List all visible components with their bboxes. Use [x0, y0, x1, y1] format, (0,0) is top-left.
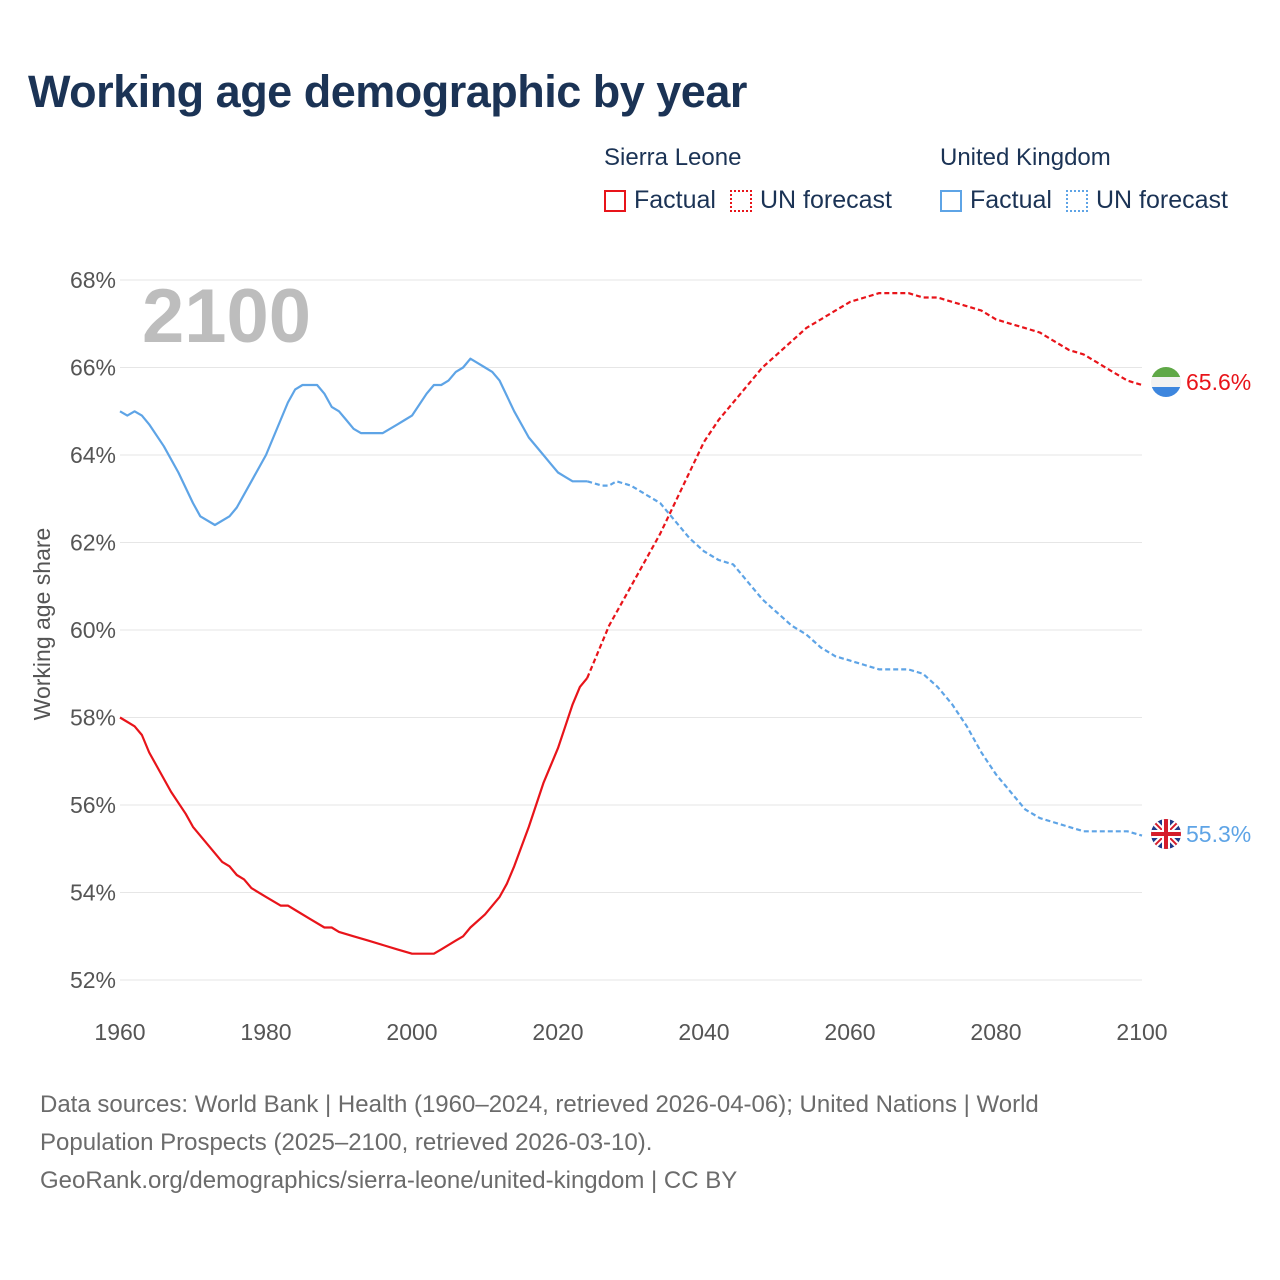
series	[119, 292, 1143, 955]
x-tick-label: 1960	[94, 1019, 145, 1045]
legend-label: UN forecast	[759, 186, 892, 214]
x-tick-label: 2060	[824, 1019, 875, 1045]
y-tick-label: 52%	[70, 967, 116, 993]
united-kingdom-factual-line	[119, 357, 588, 527]
legend-label: Factual	[970, 186, 1052, 214]
united-kingdom-forecast-line	[586, 480, 1143, 837]
y-tick-label: 60%	[70, 617, 116, 643]
x-tick-label: 2000	[386, 1019, 437, 1045]
legend-country-united-kingdom: United Kingdom	[940, 144, 1111, 171]
sierra-leone-flag-icon	[1151, 367, 1181, 397]
x-tick-label: 2100	[1116, 1019, 1167, 1045]
solid-line-swatch-icon	[604, 189, 626, 212]
y-tick-label: 58%	[70, 705, 116, 731]
legend-united-kingdom: United Kingdom Factual UN forecast	[940, 144, 1228, 215]
dotted-line-swatch-icon	[1065, 189, 1088, 212]
x-tick-label: 1980	[240, 1019, 291, 1045]
sources-line: Population Prospects (2025–2100, retriev…	[40, 1129, 653, 1156]
dotted-line-swatch-icon	[729, 189, 752, 212]
sierra-leone-end-value: 65.6%	[1186, 369, 1251, 395]
x-tick-label: 2040	[678, 1019, 729, 1045]
sources-link[interactable]: GeoRank.org/demographics/sierra-leone/un…	[40, 1167, 738, 1194]
year-watermark: 2100	[142, 274, 311, 359]
united-kingdom-end-value: 55.3%	[1186, 821, 1251, 847]
y-tick-label: 56%	[70, 792, 116, 818]
legend-united-kingdom-factual[interactable]: Factual	[940, 186, 1052, 215]
line-chart: 52% 54% 56% 58% 60% 62% 64% 66% 68% 1960 1980 2000 2…	[29, 267, 1251, 1045]
axes: 52% 54% 56% 58% 60% 62% 64% 66% 68% 1960 1980 2000 2…	[70, 267, 1168, 1045]
data-sources-note: Data sources: World Bank | Health (1960–…	[40, 1086, 1240, 1200]
chart-title: Working age demographic by year	[28, 66, 747, 117]
legend-united-kingdom-forecast[interactable]: UN forecast	[1065, 186, 1228, 215]
sierra-leone-factual-line	[119, 677, 589, 955]
legend-sierra-leone: Sierra Leone Factual UN forecast	[604, 144, 892, 215]
y-tick-label: 64%	[70, 442, 116, 468]
y-tick-label: 68%	[70, 267, 116, 293]
gridlines	[120, 279, 1142, 981]
legend-label: UN forecast	[1095, 186, 1228, 214]
sierra-leone-forecast-line	[586, 292, 1143, 679]
united-kingdom-flag-icon	[1151, 819, 1181, 849]
x-tick-label: 2020	[532, 1019, 583, 1045]
legend-sierra-leone-factual[interactable]: Factual	[604, 186, 716, 215]
legend-sierra-leone-forecast[interactable]: UN forecast	[729, 186, 892, 215]
legend-country-sierra-leone: Sierra Leone	[604, 144, 742, 171]
y-axis-title: Working age share	[29, 528, 55, 721]
x-tick-label: 2080	[970, 1019, 1021, 1045]
solid-line-swatch-icon	[940, 189, 962, 212]
legend-label: Factual	[634, 186, 716, 214]
y-tick-label: 62%	[70, 530, 116, 556]
sources-line: Data sources: World Bank | Health (1960–…	[40, 1091, 1039, 1118]
y-tick-label: 66%	[70, 355, 116, 381]
y-tick-label: 54%	[70, 880, 116, 906]
